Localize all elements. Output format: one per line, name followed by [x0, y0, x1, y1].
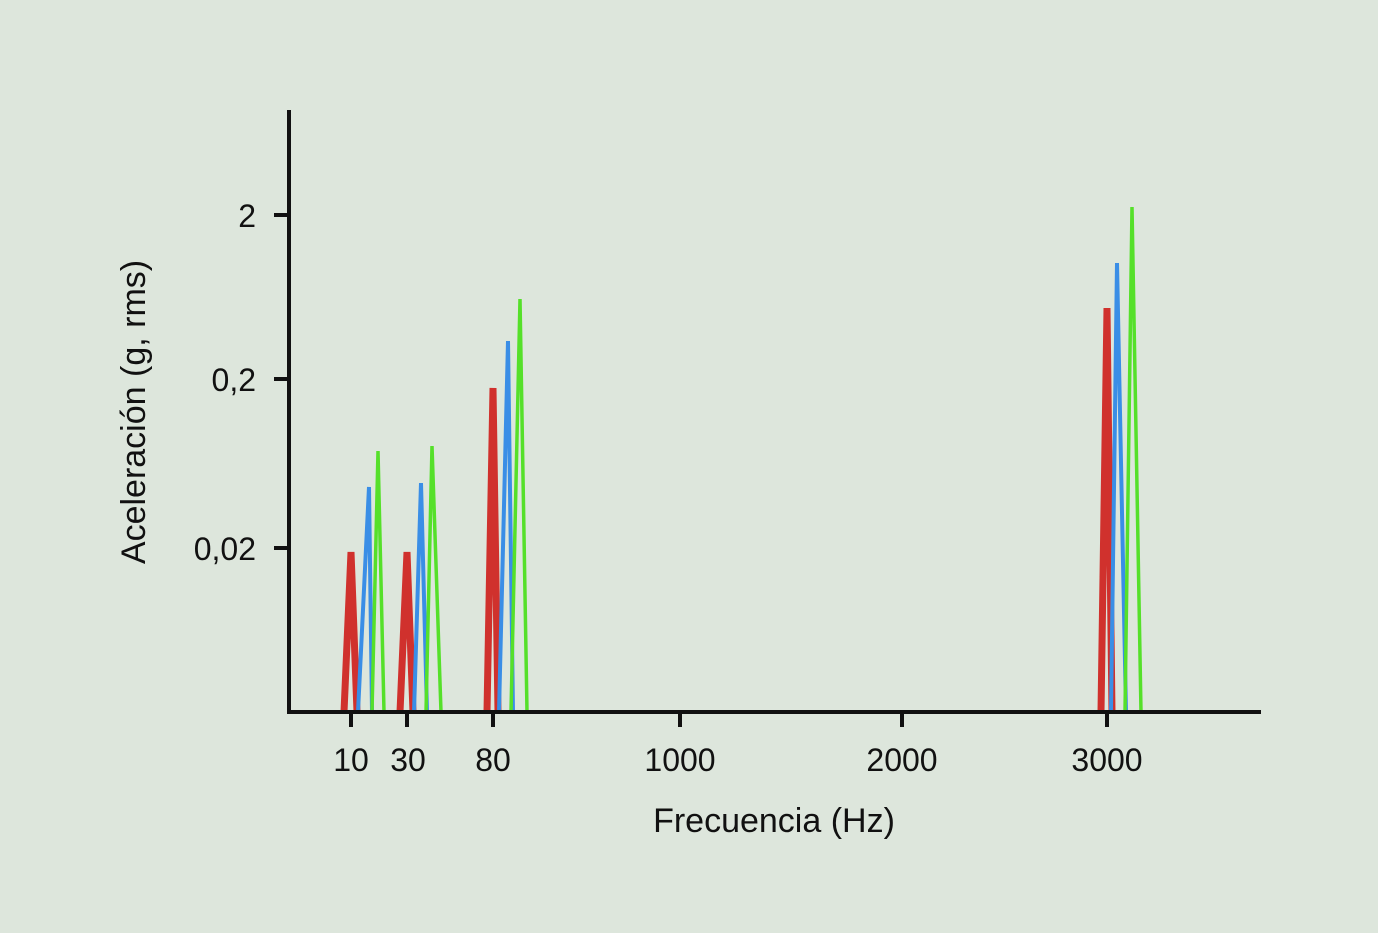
spike [497, 340, 515, 713]
spike [356, 486, 374, 713]
spike [509, 298, 529, 713]
x-tick-label: 1000 [644, 742, 715, 778]
spike [1109, 262, 1128, 713]
spike [424, 445, 443, 713]
x-tick-label: 10 [333, 742, 369, 778]
spike [412, 482, 429, 713]
y-tick-label: 2 [238, 198, 256, 234]
spike [396, 551, 417, 713]
x-axis-title: Frecuencia (Hz) [653, 802, 895, 840]
y-ticks: 2 0,2 0,02 [194, 198, 289, 567]
x-tick-label: 80 [475, 742, 511, 778]
spike [340, 551, 361, 713]
spike [370, 450, 386, 713]
y-tick-label: 0,02 [194, 531, 256, 567]
spike [1097, 307, 1116, 713]
x-ticks: 10 30 80 1000 2000 3000 [333, 712, 1143, 778]
spike-series [340, 206, 1143, 713]
x-tick-label: 2000 [866, 742, 937, 778]
x-tick-label: 30 [390, 742, 426, 778]
spike [483, 387, 502, 713]
x-tick-label: 3000 [1071, 742, 1142, 778]
y-tick-label: 0,2 [212, 362, 256, 398]
spike [1123, 206, 1143, 713]
y-axis-title: Aceleración (g, rms) [115, 260, 153, 564]
